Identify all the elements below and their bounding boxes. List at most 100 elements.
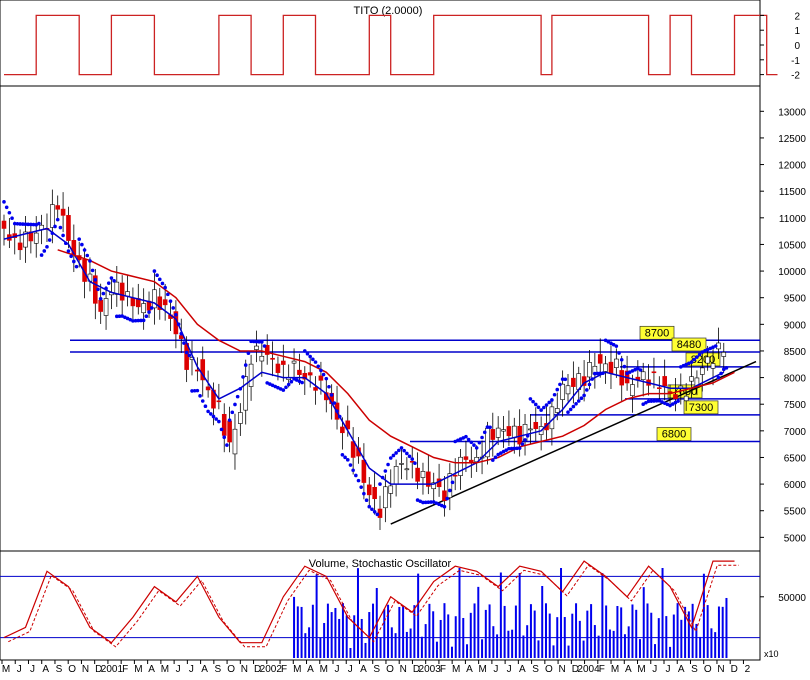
candle-body xyxy=(640,371,646,380)
sar-dot xyxy=(662,401,667,405)
candle-body xyxy=(565,385,571,395)
x-tick-label: O xyxy=(227,664,235,675)
price-y-tick-label: 12000 xyxy=(778,161,806,172)
sar-dot xyxy=(37,221,41,226)
sar-dot xyxy=(190,389,194,393)
candle-body xyxy=(227,420,232,443)
sar-dot xyxy=(426,500,431,505)
price-y-tick-label: 6000 xyxy=(784,480,807,491)
sar-dot xyxy=(520,442,525,446)
tito-layer: 2 1 0 -1 -2 xyxy=(4,11,800,82)
sar-dot xyxy=(660,400,664,404)
sar-dot xyxy=(85,253,90,258)
x-tick-label: O xyxy=(545,664,553,675)
x-tick-label: N xyxy=(82,664,89,675)
sar-dot xyxy=(614,344,619,348)
candle-body xyxy=(710,363,716,369)
sar-dot xyxy=(461,436,466,440)
candle-body xyxy=(495,427,501,438)
candle-body xyxy=(50,204,55,228)
sar-dot xyxy=(297,379,302,384)
sar-dot xyxy=(329,393,334,397)
candle-body xyxy=(366,484,372,496)
sar-dot xyxy=(504,448,509,452)
x-tick-label: M xyxy=(452,664,460,675)
sar-dot xyxy=(157,277,162,282)
sar-dot xyxy=(235,394,240,399)
sar-dot xyxy=(327,384,331,389)
price-y-tick-label: 9000 xyxy=(784,320,807,331)
sar-dot xyxy=(697,352,702,357)
sar-dot xyxy=(29,222,33,227)
sar-dot xyxy=(700,350,705,354)
x-tick-label: S xyxy=(56,664,63,675)
candle-body xyxy=(603,363,608,372)
sar-dot xyxy=(53,224,57,229)
sar-dot xyxy=(163,285,167,290)
price-y-tick-label: 5000 xyxy=(784,533,807,544)
candle-body xyxy=(597,354,603,364)
sar-dot xyxy=(149,306,154,310)
sar-dot xyxy=(491,458,495,462)
x-tick-label: M xyxy=(134,664,142,675)
candle-body xyxy=(243,376,249,411)
tito-y-tick-label: 1 xyxy=(794,26,800,37)
x-tick-label: J xyxy=(652,664,657,675)
candle-body xyxy=(238,412,243,424)
x-tick-label: O xyxy=(386,664,394,675)
sar-dot xyxy=(638,368,643,372)
x-tick-label: D xyxy=(413,664,420,675)
sar-dot xyxy=(152,269,157,273)
sar-dot xyxy=(668,403,672,408)
price-layer: 8700848082007600730068001300012500120001… xyxy=(1,107,807,544)
sar-dot xyxy=(383,469,388,473)
sar-dot xyxy=(286,382,291,387)
sar-dot xyxy=(370,507,374,512)
candle-body xyxy=(318,375,324,381)
candle-body xyxy=(17,242,23,251)
sar-dot xyxy=(257,339,261,344)
sar-dot xyxy=(566,410,570,414)
sar-dot xyxy=(168,299,173,303)
candle-body xyxy=(1,220,7,229)
candle-body xyxy=(302,373,308,380)
sar-dot xyxy=(388,456,393,460)
sar-dot xyxy=(335,409,339,413)
sar-dot xyxy=(552,392,557,397)
sar-dot xyxy=(155,273,159,277)
candle-body xyxy=(33,232,39,244)
sar-dot xyxy=(209,412,213,416)
x-tick-label: S xyxy=(373,664,380,675)
candle-body xyxy=(683,395,689,402)
sar-dot xyxy=(7,210,12,215)
price-panel-frame xyxy=(0,85,761,552)
level-label: 7300 xyxy=(689,402,713,414)
sar-dot xyxy=(39,253,44,257)
sar-dot xyxy=(276,385,280,390)
sar-dot xyxy=(104,286,108,291)
sar-dot xyxy=(251,339,256,344)
sar-dot xyxy=(402,448,406,453)
sar-dot xyxy=(550,398,554,402)
x-tick-label: F xyxy=(122,664,128,675)
sar-dot xyxy=(713,344,718,348)
sar-dot xyxy=(219,427,224,432)
candle-body xyxy=(264,345,270,355)
sar-dot xyxy=(721,367,726,372)
candle-body xyxy=(119,282,125,301)
tito-y-tick-label: 0 xyxy=(794,41,800,52)
sar-dot xyxy=(649,399,654,403)
sar-dot xyxy=(42,249,47,253)
sar-dot xyxy=(241,375,245,379)
x-tick-label: F xyxy=(281,664,287,675)
sar-dot xyxy=(560,377,565,381)
sar-dot xyxy=(558,382,562,387)
level-label-box xyxy=(656,427,692,441)
candle-body xyxy=(721,351,727,357)
x-tick-label: A xyxy=(42,664,49,675)
x-tick-label: A xyxy=(519,664,526,675)
sar-dot xyxy=(480,435,484,440)
moving-average-long xyxy=(57,249,735,464)
sar-dot xyxy=(174,312,178,317)
sar-dot xyxy=(625,371,629,376)
